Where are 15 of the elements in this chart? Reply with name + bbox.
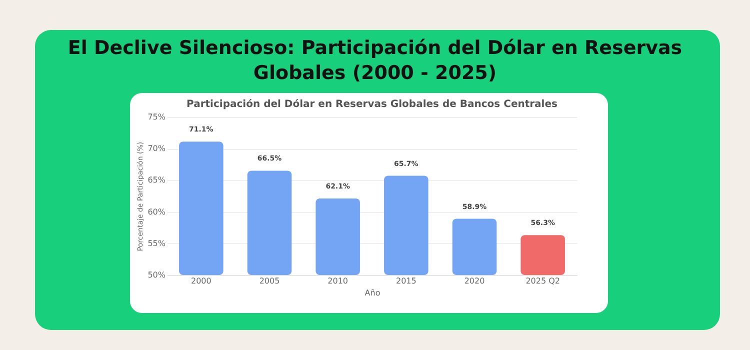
x-tick-label: 2010 [328, 276, 348, 286]
chart-title: El Declive Silencioso: Participación del Dólar en Reservas Globales (2000 - 2025) [66, 36, 684, 86]
y-tick-label: 55% [148, 238, 166, 248]
x-axis-title: Año [364, 288, 380, 298]
y-tick-label: 50% [148, 270, 166, 280]
y-tick-label: 65% [148, 176, 166, 185]
x-tick-label: 2025 Q2 [526, 276, 560, 286]
chart-subtitle: Participación del Dólar en Reservas Globales de Bancos Centrales [186, 99, 558, 110]
y-tick-label: 70% [148, 144, 166, 154]
x-tick-label: 2020 [464, 276, 485, 286]
y-tick-label: 75% [148, 112, 166, 122]
y-tick-label: 60% [148, 207, 166, 216]
x-tick-label: 2000 [190, 276, 212, 286]
x-tick-label: 2015 [396, 276, 416, 286]
x-tick-label: 2005 [259, 276, 280, 286]
